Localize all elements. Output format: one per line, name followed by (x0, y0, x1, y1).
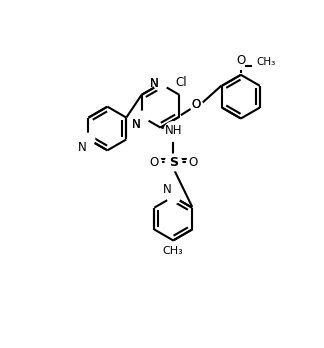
Text: N: N (150, 77, 159, 89)
Text: O: O (236, 54, 246, 66)
Text: S: S (169, 156, 178, 169)
Text: N: N (150, 77, 159, 89)
Text: N: N (78, 141, 87, 153)
Text: CH₃: CH₃ (256, 57, 275, 66)
Text: O: O (191, 98, 201, 111)
Text: CH₃: CH₃ (163, 246, 184, 256)
Text: N: N (163, 183, 171, 196)
Text: O: O (188, 156, 198, 169)
Text: N: N (132, 119, 140, 132)
Text: O: O (149, 156, 158, 169)
Text: Cl: Cl (175, 76, 187, 89)
Text: O: O (191, 98, 201, 111)
Text: N: N (132, 119, 140, 132)
Text: NH: NH (165, 124, 182, 137)
